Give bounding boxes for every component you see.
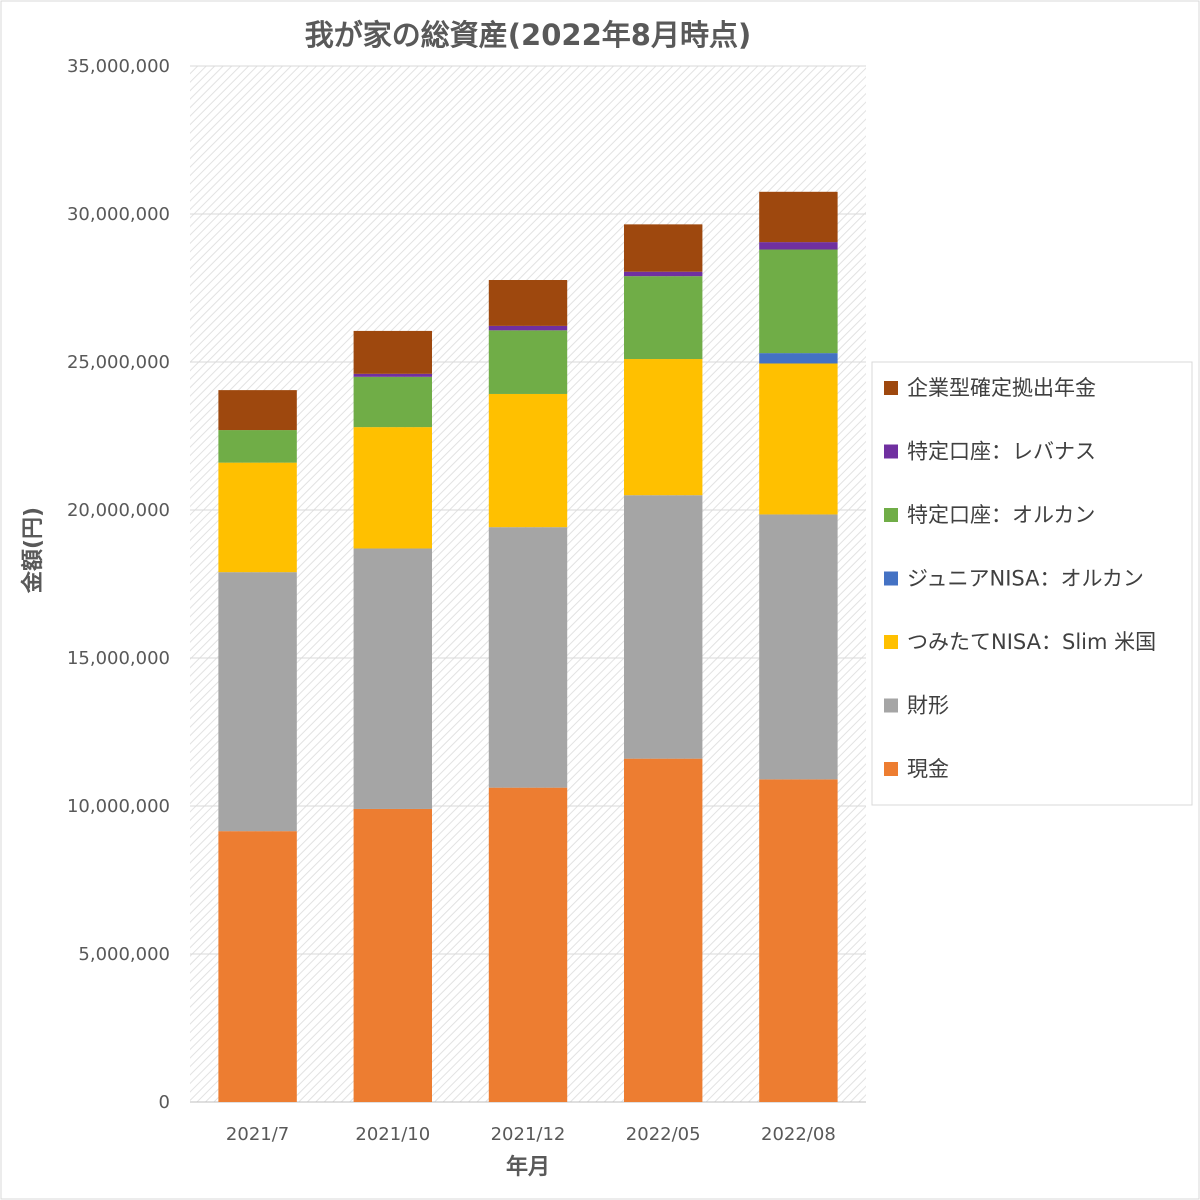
y-tick-label: 20,000,000 (67, 500, 170, 521)
bar-segment (218, 390, 297, 431)
legend-label: 財形 (907, 694, 949, 718)
bar-segment (759, 514, 838, 780)
bar-segment (218, 831, 297, 1102)
legend-swatch (884, 508, 898, 522)
bar-segment (623, 276, 703, 360)
legend-items: 企業型確定拠出年金特定口座：レバナス特定口座：オルカンジュニアNISA：オルカン… (884, 376, 1156, 781)
legend-swatch (884, 762, 898, 776)
bar-segment (623, 495, 703, 759)
bar-segment (353, 808, 433, 1102)
bar-segment (488, 280, 568, 326)
legend-swatch (884, 698, 898, 713)
bar-segment (488, 787, 568, 1102)
y-axis-ticks: 0 5,000,000 10,000,000 15,000,000 20,000,000… (67, 56, 170, 1113)
legend-box (871, 361, 1193, 806)
bar-segment (623, 359, 703, 496)
bar-segment (353, 427, 433, 549)
bar-segment (623, 758, 703, 1102)
x-tick-label: 2022/08 (761, 1124, 836, 1145)
bar-segment (218, 462, 297, 573)
x-axis-title: 年月 (506, 1154, 550, 1180)
bar-segment (759, 249, 838, 354)
legend-label: つみたてNISA：Slim 米国 (907, 630, 1156, 654)
x-tick-label: 2021/12 (491, 1124, 566, 1145)
bar-segment (759, 353, 838, 364)
y-tick-label: 5,000,000 (78, 944, 170, 965)
bar-segment (623, 271, 703, 277)
x-tick-label: 2022/05 (626, 1124, 701, 1145)
bar-segment (623, 224, 703, 272)
bar-segment (759, 191, 838, 243)
x-tick-label: 2021/7 (226, 1124, 289, 1145)
bar-segment (353, 376, 433, 428)
bar-segment (488, 527, 568, 788)
y-tick-label: 0 (159, 1092, 170, 1113)
y-tick-label: 15,000,000 (67, 648, 170, 669)
bar-segment (218, 572, 297, 832)
bar-segment (218, 430, 297, 463)
legend-swatch (884, 571, 898, 586)
y-tick-label: 30,000,000 (67, 204, 170, 225)
legend-label: 企業型確定拠出年金 (907, 376, 1096, 400)
legend-label: 特定口座：オルカン (907, 503, 1095, 527)
bar-segment (353, 373, 433, 377)
legend-label: ジュニアNISA：オルカン (907, 567, 1144, 591)
y-tick-label: 35,000,000 (67, 56, 170, 77)
bar-segment (488, 330, 568, 394)
bar-segment (353, 330, 433, 374)
bar-segment (488, 325, 568, 331)
legend-swatch (884, 444, 898, 459)
bar-segment (759, 779, 838, 1102)
legend-label: 特定口座：レバナス (907, 440, 1096, 464)
y-axis-title: 金額(円) (20, 507, 46, 594)
chart-title: 我が家の総資産(2022年8月時点) (305, 18, 751, 52)
y-tick-label: 25,000,000 (67, 352, 170, 373)
x-axis-ticks: 2021/7 2021/10 2021/12 2022/05 2022/08 (226, 1124, 836, 1145)
legend-label: 現金 (907, 757, 949, 781)
legend-swatch (884, 635, 898, 649)
legend-swatch (884, 381, 898, 395)
x-tick-label: 2021/10 (355, 1124, 430, 1145)
y-tick-label: 10,000,000 (67, 796, 170, 817)
bar-segment (488, 393, 568, 528)
bars (218, 191, 838, 1102)
legend: 企業型確定拠出年金特定口座：レバナス特定口座：オルカンジュニアNISA：オルカン… (871, 361, 1193, 806)
bar-segment (759, 363, 838, 515)
bar-segment (353, 548, 433, 809)
bar-segment (759, 242, 838, 250)
